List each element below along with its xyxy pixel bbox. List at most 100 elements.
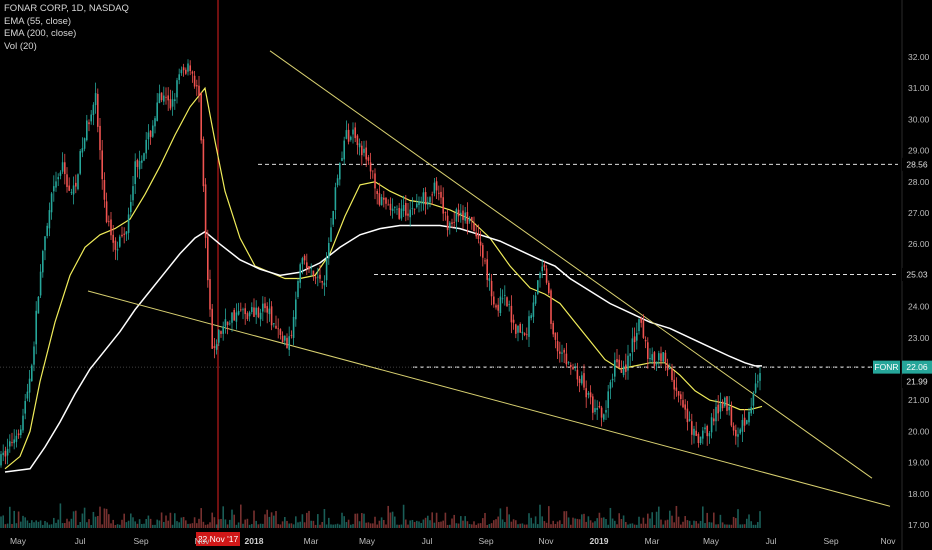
candle-body (72, 185, 75, 195)
candle-body (20, 429, 22, 436)
candle-body (636, 332, 638, 341)
legend-volume[interactable]: Vol (20) (4, 40, 37, 52)
candle-body (431, 194, 433, 196)
candle-body (702, 430, 704, 439)
candle-body (244, 308, 246, 315)
y-tick-label: 24.00 (908, 302, 930, 312)
volume-bar (556, 521, 559, 528)
volume-bar (510, 521, 513, 528)
candle-body (198, 85, 200, 97)
candle-body (600, 407, 603, 418)
volume-bar (154, 524, 156, 528)
volume-bar (427, 515, 429, 528)
volume-bar (310, 520, 312, 528)
volume-bar (196, 523, 198, 528)
candle-body (620, 369, 623, 373)
candle-body (231, 312, 233, 323)
volume-bar (176, 521, 178, 528)
y-tick-label: 17.00 (908, 520, 930, 530)
volume-bar (653, 524, 656, 528)
volume-bar (77, 524, 79, 528)
volume-bar (750, 521, 752, 528)
candle-body (24, 400, 26, 414)
legend-title[interactable]: FONAR CORP, 1D, NASDAQ (4, 3, 129, 14)
volume-bar (440, 521, 442, 528)
volume-bar (413, 521, 416, 528)
volume-bar (636, 524, 638, 528)
volume-bar (578, 519, 581, 528)
volume-bar (644, 523, 647, 528)
volume-bar (114, 524, 117, 528)
candle-body (387, 204, 389, 206)
candle-body (229, 323, 231, 325)
volume-bar (479, 523, 482, 528)
candle-body (574, 367, 576, 369)
candle-body (356, 135, 359, 146)
volume-bar (422, 519, 425, 528)
volume-bar (372, 523, 374, 528)
x-tick-label: May (703, 536, 720, 546)
x-tick-label: May (359, 536, 376, 546)
volume-bar (229, 519, 231, 528)
volume-bar (618, 513, 620, 528)
volume-bar (233, 514, 235, 528)
volume-bar (695, 521, 697, 528)
last-price-label-box (902, 360, 932, 374)
volume-bar (0, 516, 2, 528)
x-tick-label: Jul (75, 536, 86, 546)
candle-body (394, 207, 396, 208)
candle-body (653, 352, 656, 367)
volume-bar (521, 523, 524, 528)
volume-bar (270, 512, 273, 528)
time-axis[interactable]: May Jul Sep Nov 2018 Mar May Jul Sep Nov 2019 Mar Ma… (10, 536, 896, 546)
x-tick-label: 2019 (590, 536, 609, 546)
volume-bar (495, 519, 497, 528)
candle-body (396, 208, 398, 210)
candle-body (46, 225, 48, 236)
volume-bar (244, 519, 246, 528)
candle-body (97, 93, 99, 127)
candle-body (482, 245, 484, 258)
volume-bar (702, 506, 704, 528)
volume-bar (121, 519, 123, 528)
candle-body (48, 210, 51, 229)
candle-body (704, 427, 706, 430)
volume-bar (680, 524, 682, 528)
volume-bar (317, 514, 319, 528)
volume-bar (123, 513, 125, 528)
x-tick-label: Sep (133, 536, 148, 546)
volume-bar (394, 516, 396, 528)
candle-body (662, 352, 664, 362)
candle-body (83, 138, 86, 149)
volume-bar (710, 522, 713, 528)
candle-body (130, 202, 132, 213)
volume-bar (178, 522, 180, 528)
volume-bar (642, 517, 645, 528)
candle-body (328, 242, 330, 259)
volume-bar (567, 517, 570, 528)
volume-bar (420, 523, 422, 528)
volume-bar (561, 524, 563, 528)
volume-bar (191, 523, 194, 528)
volume-bar (64, 523, 66, 528)
candle-body (286, 337, 288, 349)
volume-bar (600, 517, 603, 528)
candle-body (207, 236, 209, 281)
volume-bar (321, 522, 323, 528)
legend-ema55[interactable]: EMA (55, close) (4, 15, 72, 27)
volume-bar (565, 511, 568, 528)
legend-ema200[interactable]: EMA (200, close) (4, 28, 77, 39)
volume-bar (211, 512, 213, 528)
volume-bar (671, 515, 673, 528)
volume-bar (693, 520, 695, 528)
candle-body (697, 433, 700, 444)
volume-bar (523, 524, 526, 528)
volume-bar (182, 516, 185, 528)
candle-body (365, 147, 367, 160)
volume-bar (506, 506, 508, 528)
candle-body (273, 323, 275, 325)
volume-bar (171, 524, 174, 528)
x-tick-label: May (10, 536, 27, 546)
volume-bar (213, 517, 216, 528)
